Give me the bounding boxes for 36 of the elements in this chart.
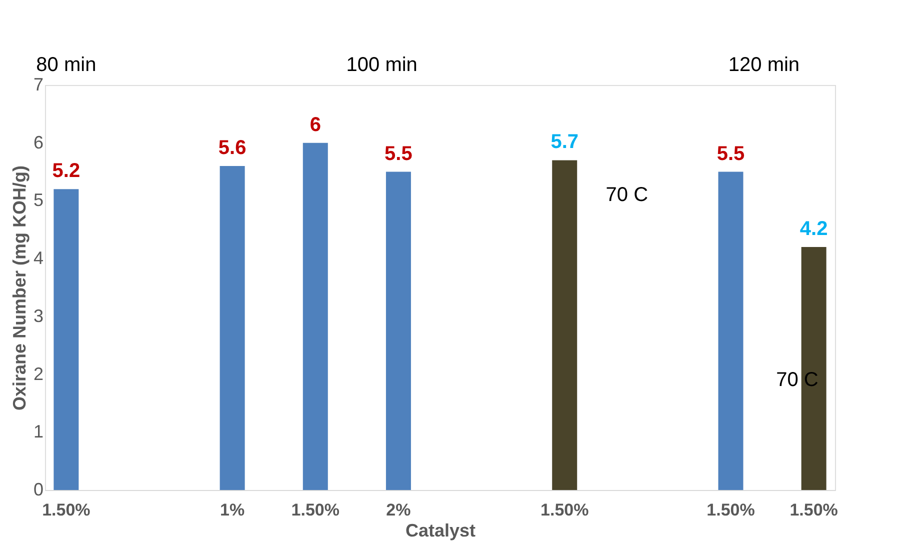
bar [220,166,245,490]
text: 120 min [728,54,800,76]
data-label: 5.2 [52,160,80,182]
bar [386,172,411,490]
y-tick-label: 7 [33,74,44,94]
x-tick-label: 1.50% [540,500,589,520]
y-tick-label: 2 [33,364,44,384]
data-label: 6 [310,114,321,136]
y-tick-label: 0 [33,480,44,500]
y-tick-label: 1 [33,422,44,442]
bar [302,142,328,490]
y-axis-title: Oxirane Number (mg KOH/g) [9,165,30,411]
x-tick-label: 1.50% [42,500,90,520]
x-tick-label: 1.50% [790,500,838,520]
y-tick-label: 6 [33,132,44,152]
data-label: 5.5 [716,142,745,165]
bar [54,189,79,490]
data-label: 4.2 [800,218,828,240]
data-label: 5.6 [218,137,246,159]
data-label: 5.5 [384,142,412,165]
annotation: 70 C [776,369,818,392]
bar [801,247,826,490]
x-tick-label: 1.50% [291,500,340,520]
annotation: 70 C [606,184,648,206]
text: 100 min [346,54,418,76]
y-tick-label: 3 [33,306,44,326]
text: 80 min [36,54,96,76]
bar [552,160,578,490]
y-tick-label: 5 [33,190,44,210]
bar [718,172,744,490]
data-label: 5.7 [550,131,579,154]
x-axis-title: Catalyst [405,520,476,540]
y-tick-label: 4 [33,248,44,268]
x-tick-label: 2% [386,500,411,520]
x-tick-label: 1.50% [706,500,755,520]
x-tick-label: 1% [220,500,245,520]
